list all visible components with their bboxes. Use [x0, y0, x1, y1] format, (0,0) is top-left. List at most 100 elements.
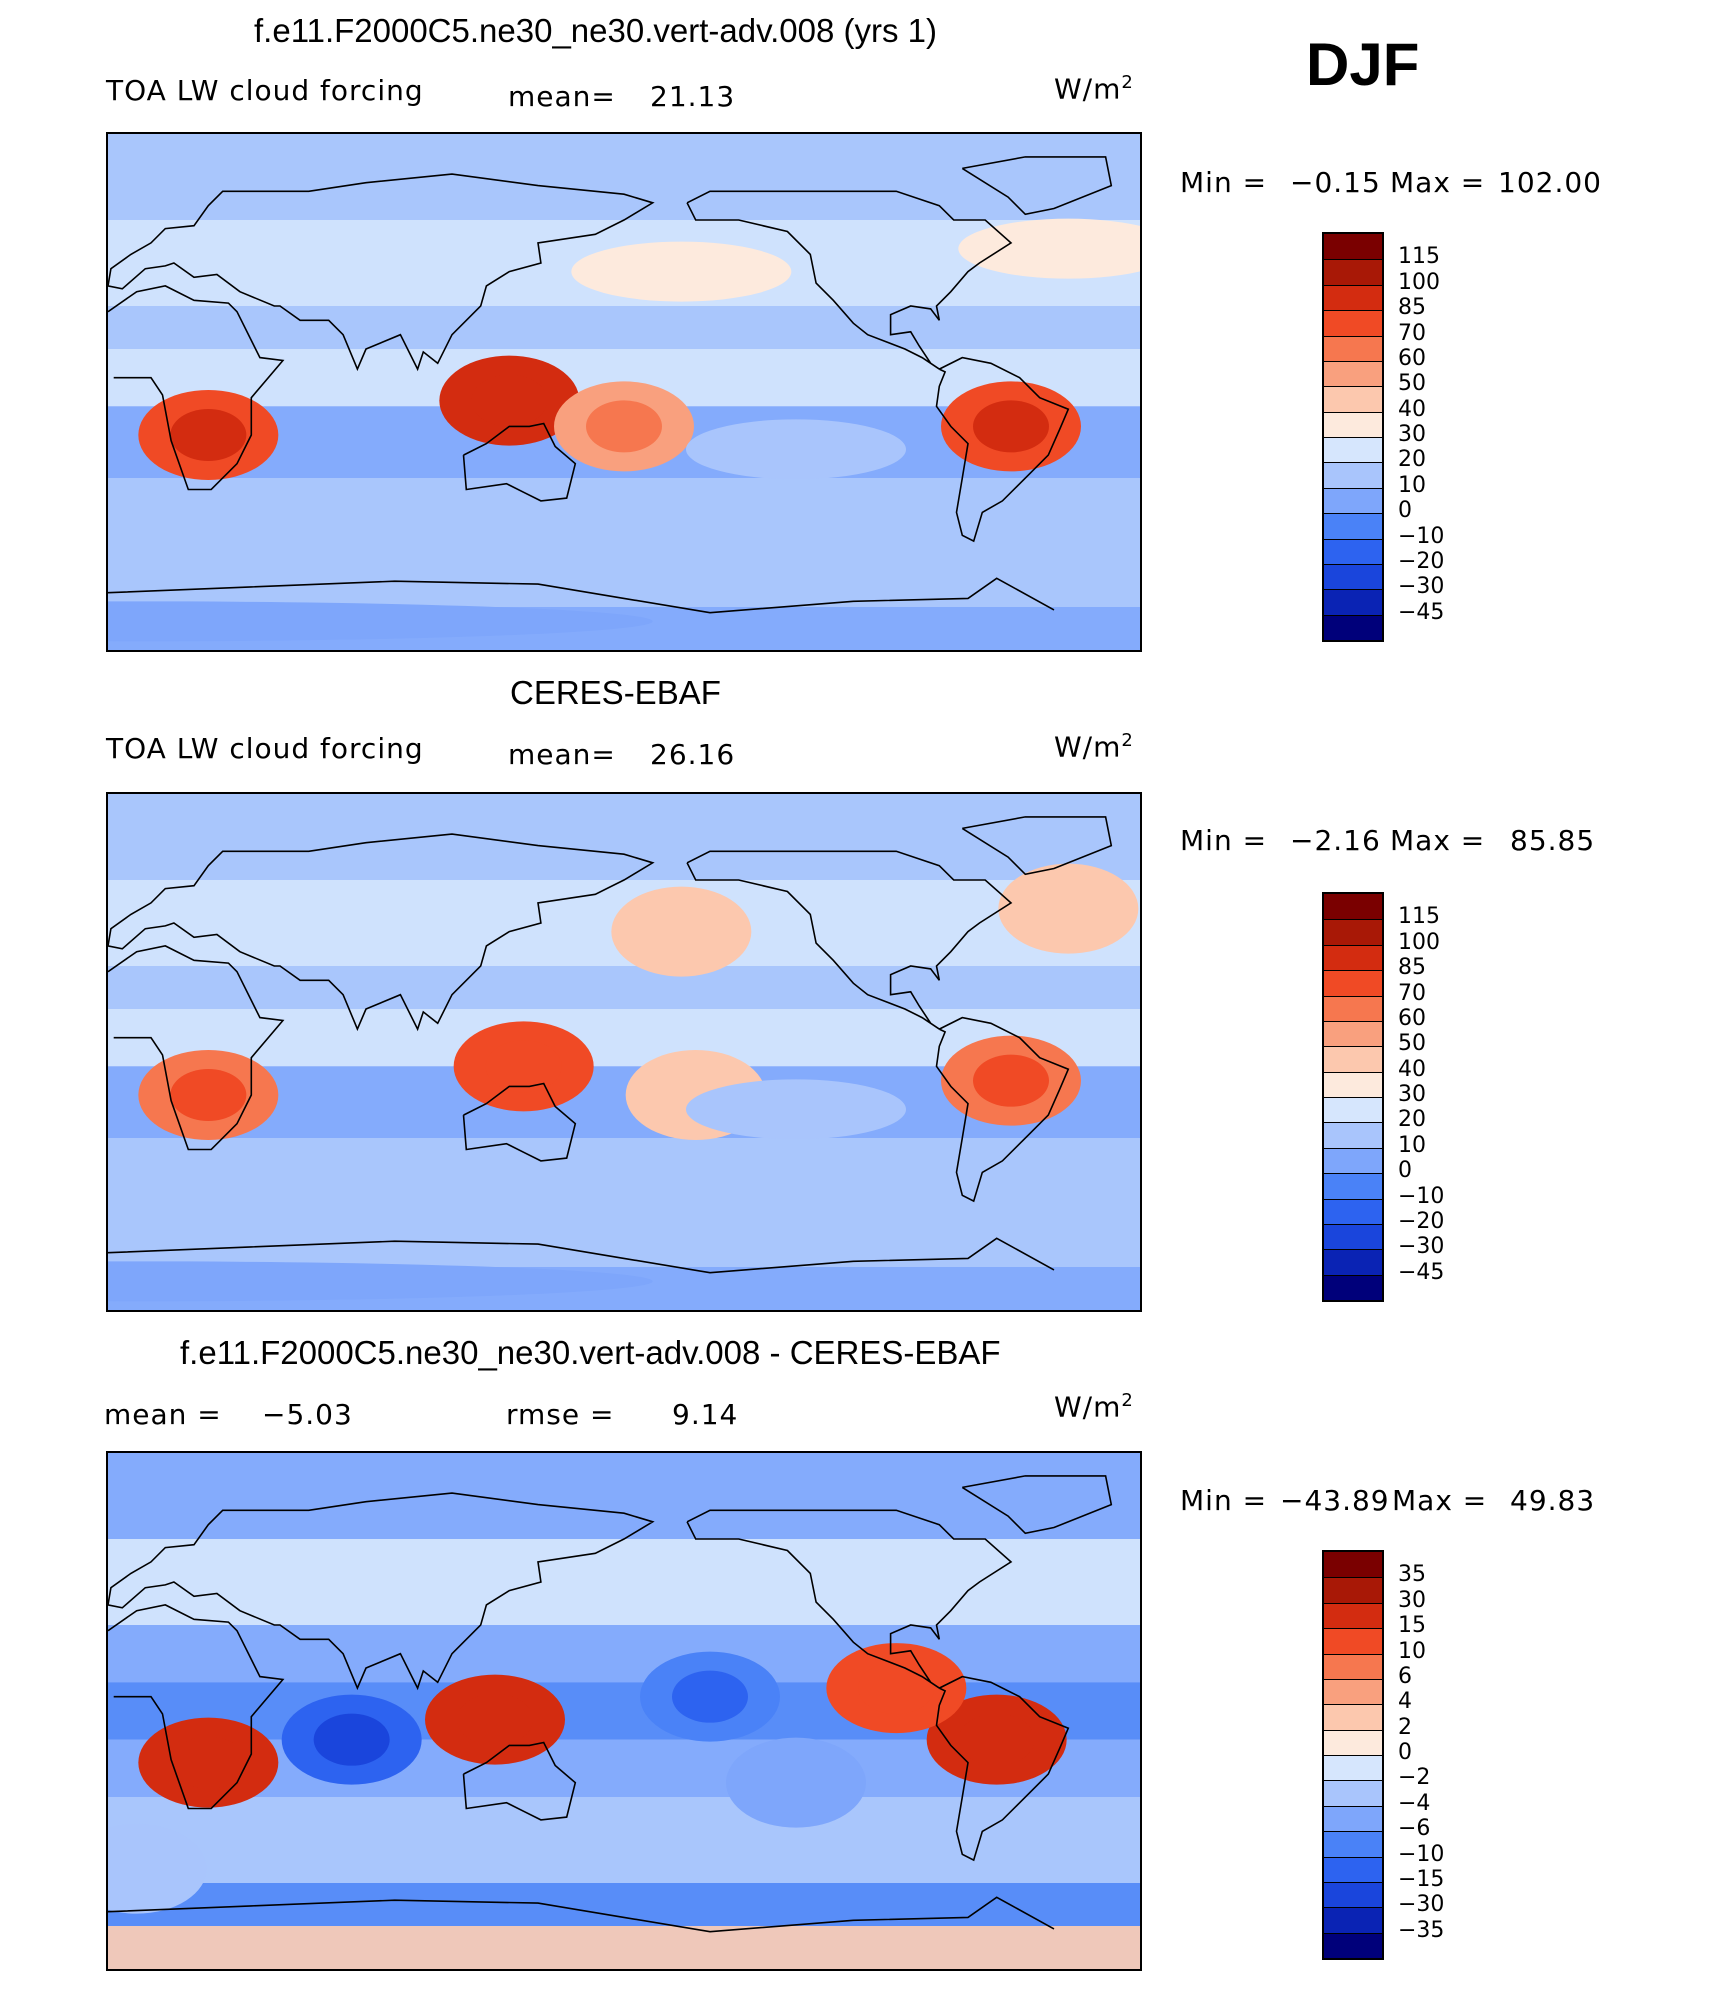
colorbar-swatch [1324, 1147, 1382, 1174]
colorbar-tick-label: −10 [1398, 1841, 1445, 1867]
colorbar-swatch [1324, 1678, 1382, 1705]
colorbar-swatch [1324, 563, 1382, 590]
colorbar-swatch [1324, 995, 1382, 1021]
colorbar-swatch [1324, 538, 1382, 564]
colorbar-swatch [1324, 259, 1382, 285]
region-core [313, 1713, 390, 1766]
coastline [462, 422, 577, 502]
panel3-mean-value: −5.03 [262, 1398, 353, 1431]
panel1-map [106, 132, 1142, 652]
panel3-rmse-label: rmse = [506, 1398, 615, 1431]
colorbar-tick-label: −10 [1398, 1183, 1445, 1209]
region-core [973, 1054, 1049, 1107]
coastline [108, 577, 1055, 614]
colorbar-swatch [1324, 1097, 1382, 1123]
region-blob [726, 1737, 866, 1828]
colorbar-swatch [1324, 1577, 1382, 1603]
colorbar-tick-label: 20 [1398, 447, 1426, 473]
colorbar-swatch [1324, 284, 1382, 311]
colorbar-swatch [1324, 1831, 1382, 1857]
panel1-variable-label: TOA LW cloud forcing [106, 74, 424, 107]
colorbar-swatch [1324, 437, 1382, 463]
colorbar-tick-label: −6 [1398, 1816, 1431, 1842]
colorbar-swatch [1324, 1805, 1382, 1832]
colorbar-swatch [1324, 1755, 1382, 1781]
colorbar-swatch [1324, 1704, 1382, 1730]
region-core [457, 1693, 533, 1746]
coastline [935, 1675, 1070, 1862]
region-blob [998, 863, 1139, 954]
colorbar-tick-label: −45 [1398, 599, 1445, 625]
coastline [686, 1509, 1013, 1689]
panel3-min-label: Min = [1180, 1484, 1268, 1517]
colorbar-swatch [1324, 310, 1382, 336]
panel2-max-label: Max = [1390, 824, 1486, 857]
colorbar-swatch [1324, 1249, 1382, 1275]
colorbar-swatch [1324, 411, 1382, 437]
colorbar-swatch [1324, 234, 1382, 260]
colorbar-swatch [1324, 1907, 1382, 1933]
colorbar-tick-label: −30 [1398, 1892, 1445, 1918]
region-blob [108, 601, 653, 642]
colorbar-tick-label: 115 [1398, 904, 1440, 930]
panel1-title: f.e11.F2000C5.ne30_ne30.vert-adv.008 (yr… [254, 12, 938, 49]
colorbar-swatch [1324, 487, 1382, 514]
region-core [672, 1670, 748, 1723]
colorbar-swatch [1324, 1173, 1382, 1199]
panel1-max-label: Max = [1390, 166, 1486, 199]
colorbar-swatch [1324, 1881, 1382, 1908]
panel3-max-value: 49.83 [1510, 1484, 1596, 1517]
panel3-units: W/m2 [1054, 1390, 1134, 1424]
region-core [471, 374, 548, 427]
panel3-rmse-value: 9.14 [672, 1398, 739, 1431]
region-blob [108, 1261, 653, 1302]
colorbar-tick-label: 40 [1398, 1056, 1426, 1082]
panel2-map-svg [108, 794, 1140, 1310]
coastline [108, 1604, 285, 1810]
colorbar-tick-label: 15 [1398, 1613, 1426, 1639]
coastline [108, 833, 655, 1032]
colorbar-swatch [1324, 894, 1382, 920]
season-label: DJF [1306, 31, 1420, 98]
colorbar-tick-label: 2 [1398, 1714, 1412, 1740]
coastline [686, 850, 1013, 1030]
panel1-map-svg [108, 134, 1140, 650]
colorbar-tick-label: −15 [1398, 1866, 1445, 1892]
colorbar-tick-label: −4 [1398, 1790, 1431, 1816]
panel2-mean-label: mean= [508, 738, 616, 771]
colorbar-tick-label: 50 [1398, 371, 1426, 397]
colorbar-swatch [1324, 1274, 1382, 1300]
colorbar-swatch [1324, 970, 1382, 996]
colorbar-tick-label: −20 [1398, 1208, 1445, 1234]
colorbar-swatch [1324, 386, 1382, 412]
colorbar-tick-label: 100 [1398, 929, 1440, 955]
region-blob [108, 1823, 207, 1914]
lat-band [108, 1797, 1140, 1883]
colorbar-swatch [1324, 1932, 1382, 1958]
colorbar-tick-label: 10 [1398, 1638, 1426, 1664]
panel3-max-label: Max = [1392, 1484, 1488, 1517]
panel2-max-value: 85.85 [1510, 824, 1596, 857]
coastline [108, 1237, 1055, 1274]
panel1-mean-value: 21.13 [650, 80, 736, 113]
colorbar-tick-label: 50 [1398, 1031, 1426, 1057]
panel1-min-value: −0.15 [1290, 166, 1381, 199]
colorbar-swatch [1324, 1856, 1382, 1882]
region-blob [571, 241, 792, 302]
coastline [462, 1082, 577, 1162]
colorbar-tick-label: 30 [1398, 1587, 1426, 1613]
lat-band [108, 1453, 1140, 1539]
colorbar-tick-label: −20 [1398, 548, 1445, 574]
colorbar-swatch [1324, 360, 1382, 387]
panel3-min-value: −43.89 [1280, 1484, 1390, 1517]
panel1-units: W/m2 [1054, 72, 1134, 106]
colorbar-swatch [1324, 919, 1382, 945]
colorbar-tick-label: 10 [1398, 472, 1426, 498]
colorbar-swatch [1324, 513, 1382, 539]
colorbar-tick-label: 40 [1398, 396, 1426, 422]
lat-band [108, 478, 1140, 564]
coastline [686, 190, 1013, 370]
colorbar-tick-label: 4 [1398, 1689, 1412, 1715]
colorbar-swatch [1324, 1223, 1382, 1250]
coastline [961, 816, 1113, 876]
